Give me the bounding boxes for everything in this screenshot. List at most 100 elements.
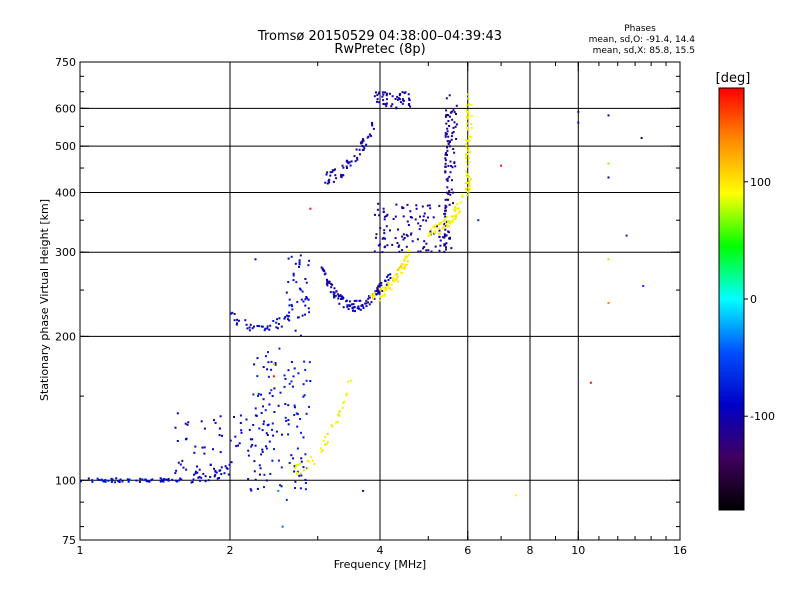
data-point-f2-o-vertical — [449, 236, 451, 239]
data-point-es-x-trace — [302, 469, 305, 472]
data-point-f2-o-vertical — [451, 118, 454, 121]
data-point-e-layer-flat-trace — [104, 478, 107, 481]
data-point-es-spread-2-2-2-9 — [302, 436, 305, 439]
data-point-f2-multi-hop-top — [388, 92, 391, 95]
data-point-es-x-trace — [306, 467, 309, 470]
data-point-es-scatter-1-6-2-4 — [184, 422, 187, 425]
data-point-f1-spread — [307, 298, 310, 301]
data-point-e-layer-flat-trace — [104, 480, 107, 483]
data-point-es-spread-2-2-2-9 — [290, 361, 293, 363]
data-point-f2-x-trace-upper — [439, 232, 442, 235]
data-point-noise — [281, 525, 284, 528]
data-point-f2-x-trace — [403, 259, 406, 262]
data-point-f2-o-trace-lower — [322, 268, 324, 271]
data-point-f2-multi-hop-top — [408, 103, 411, 105]
data-point-es-x-trace — [337, 413, 340, 416]
data-point-f2-x-vertical — [468, 140, 471, 143]
data-point-e-layer-rising — [192, 478, 195, 481]
data-point-f1-o-trace — [276, 318, 279, 321]
data-point-f2-o-vertical — [446, 179, 449, 182]
x-tick-label: 16 — [673, 544, 687, 557]
data-point-f2-o-vertical — [444, 198, 447, 201]
data-point-f2-o-trace-mid — [423, 246, 426, 248]
data-point-f1-spread — [294, 329, 297, 332]
data-point-es-spread-2-2-2-9 — [300, 457, 303, 460]
data-point-es-spread-2-2-2-9 — [277, 459, 280, 462]
data-point-es-scatter-1-6-2-4 — [262, 423, 265, 426]
data-point-f2-x-vertical — [467, 114, 470, 117]
data-point-es-scatter-1-6-2-4 — [218, 427, 221, 430]
data-point-f2-o-trace-mid — [427, 249, 430, 252]
data-point-f2-o-vertical — [455, 104, 458, 107]
data-point-e-layer-flat-trace — [178, 479, 180, 482]
data-point-es-scatter-1-6-2-4 — [209, 463, 212, 466]
data-point-f2-o-trace-mid — [397, 228, 399, 231]
data-point-es-spread-2-2-2-9 — [278, 347, 281, 350]
data-point-es-x-trace — [347, 380, 350, 383]
data-point-es-x-trace — [319, 447, 322, 450]
y-tick-label: 200 — [55, 330, 76, 343]
data-point-noise — [607, 114, 610, 117]
data-point-f2-o-trace-mid — [375, 236, 377, 239]
data-point-f2-x-vertical — [465, 104, 468, 107]
data-point-f2-multi-hop-top — [409, 105, 412, 108]
data-point-f2-o-vertical — [444, 115, 447, 118]
data-point-f2-o-vertical — [445, 152, 448, 154]
data-point-f2-o-vertical — [444, 215, 447, 218]
data-point-f1-spread — [305, 296, 308, 298]
data-point-f2-o-trace-mid — [384, 237, 386, 240]
data-point-f1-o-trace — [260, 325, 263, 328]
data-point-f2-multi-hop — [335, 177, 338, 180]
data-point-f2-x-vertical — [467, 97, 470, 100]
data-point-es-spread-2-2-2-9 — [298, 474, 301, 477]
data-point-e-layer-rising — [204, 480, 207, 483]
data-point-f2-o-trace-mid — [401, 206, 404, 209]
data-point-f2-x-trace-upper — [461, 194, 464, 197]
data-point-f2-x-trace — [383, 292, 386, 295]
data-point-f2-x-trace — [401, 263, 404, 265]
data-point-f2-x-trace — [396, 275, 399, 278]
data-point-f2-multi-hop — [324, 181, 327, 184]
data-point-e-layer-flat-trace — [146, 480, 149, 483]
data-point-f2-o-trace-mid — [415, 207, 418, 210]
data-point-f2-x-vertical — [465, 174, 468, 177]
data-point-f2-x-trace — [388, 287, 391, 290]
data-point-noise — [500, 164, 503, 167]
data-point-es-spread-2-2-2-9 — [250, 445, 253, 448]
data-point-f2-multi-hop — [367, 135, 370, 138]
data-point-f2-x-trace — [405, 263, 408, 266]
data-point-e-layer-flat-trace — [111, 478, 114, 481]
data-point-es-scatter-1-6-2-4 — [201, 446, 204, 449]
data-point-noise — [607, 258, 610, 261]
data-point-f2-multi-hop — [362, 145, 365, 148]
data-point-es-spread-2-2-2-9 — [273, 448, 275, 451]
data-point-f2-o-trace-mid — [438, 204, 441, 207]
data-point-f2-x-trace-upper — [469, 187, 472, 190]
data-point-f2-o-vertical — [447, 135, 450, 138]
data-point-es-x-trace — [308, 460, 311, 463]
data-point-es-scatter-1-6-2-4 — [217, 477, 220, 479]
data-point-f2-multi-hop — [371, 122, 374, 125]
data-point-f2-o-trace-lower — [338, 295, 341, 298]
data-point-e-layer-flat-trace — [114, 481, 117, 484]
data-point-f2-o-trace-lower — [364, 302, 367, 305]
data-point-f2-x-trace — [381, 295, 384, 297]
x-axis-label: Frequency [MHz] — [334, 558, 426, 571]
data-point-f2-o-vertical — [447, 193, 450, 196]
data-point-f1-o-trace — [251, 327, 254, 330]
data-point-f2-x-trace — [400, 265, 403, 268]
data-point-es-spread-2-2-2-9 — [254, 407, 257, 410]
data-point-f2-x-trace — [393, 280, 396, 283]
data-point-f2-o-trace-mid — [409, 216, 412, 218]
data-point-f2-x-trace — [394, 278, 397, 281]
data-point-es-scatter-1-6-2-4 — [264, 445, 267, 448]
data-point-f1-spread — [308, 311, 310, 314]
data-point-f2-x-vertical — [466, 110, 469, 113]
data-point-f2-o-vertical — [454, 125, 457, 128]
data-point-f2-multi-hop-top — [384, 91, 386, 94]
data-point-noise — [642, 285, 645, 287]
colorbar-tick-label: 0 — [750, 293, 757, 306]
data-point-f2-x-trace-upper — [441, 227, 444, 230]
data-point-noise — [577, 110, 580, 113]
